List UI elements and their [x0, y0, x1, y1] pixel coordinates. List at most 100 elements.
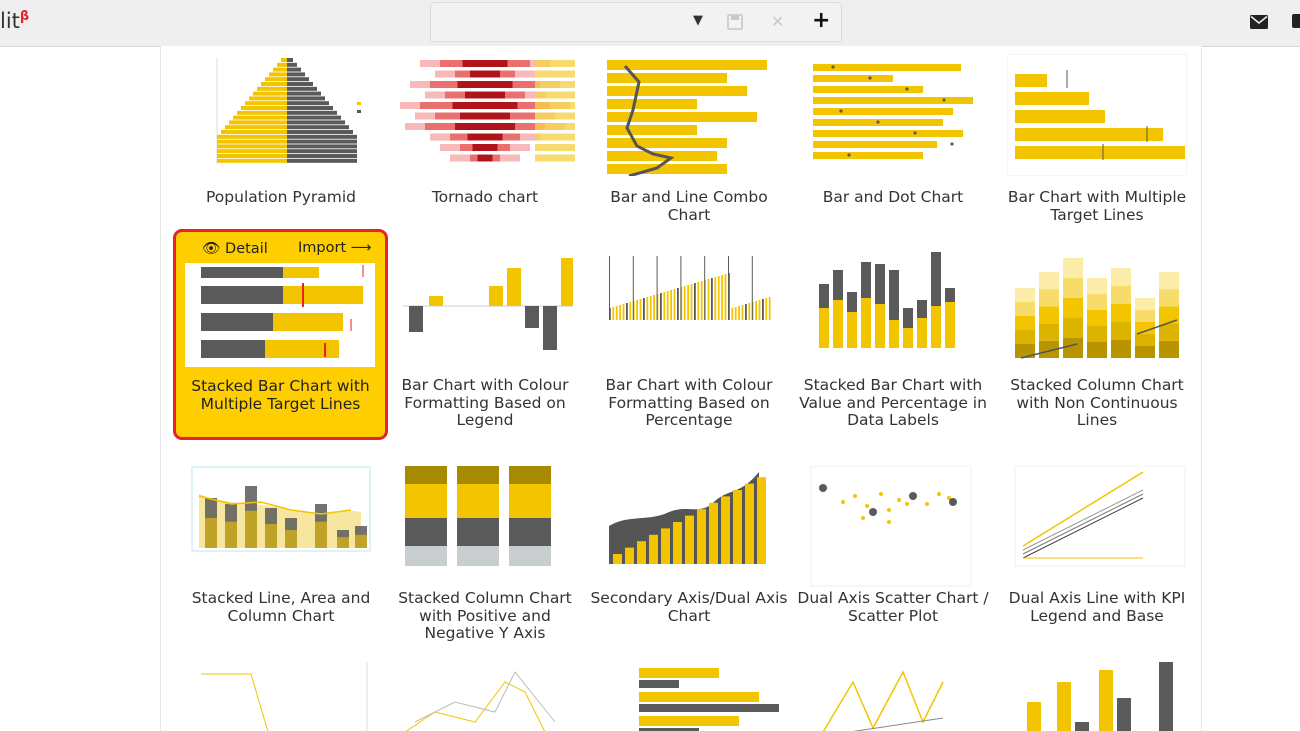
thumbnail-bar	[257, 86, 287, 91]
thumbnail-bar	[245, 510, 257, 548]
chart-name: Bar Chart with Multiple Target Lines	[1007, 188, 1187, 224]
thumbnail-bar	[1159, 306, 1179, 324]
top-toolbar: litβ ▼ ✕ +	[0, 0, 1300, 47]
thumbnail-bar	[734, 307, 737, 320]
chart-tile[interactable]: Stacked Line, Area and Column Chart	[179, 458, 383, 648]
thumbnail-bar	[717, 276, 720, 320]
thumbnail-bar	[819, 308, 829, 348]
close-icon[interactable]: ✕	[771, 12, 785, 31]
chart-name: Population Pyramid	[206, 188, 356, 206]
save-icon[interactable]	[727, 14, 743, 30]
template-select[interactable]: ▼ ✕ +	[430, 2, 842, 42]
thumbnail-bar	[287, 134, 357, 139]
dual-axis-scatter-thumbnail	[803, 466, 983, 588]
thumbnail-bar	[457, 466, 499, 484]
chart-tile[interactable]: Stacked Column Chart with Positive and N…	[383, 458, 587, 648]
chart-tile[interactable]: Bar Chart with Colour Formatting Based o…	[383, 240, 587, 440]
chart-tile[interactable]: Bar Chart with Colour Formatting Based o…	[587, 240, 791, 440]
thumbnail-bar	[470, 70, 500, 78]
thumbnail-bar	[535, 60, 575, 67]
thumbnail-bar	[287, 154, 357, 158]
thumbnail-bar	[535, 133, 575, 141]
chart-name: Bar Chart with Colour Formatting Based o…	[605, 376, 773, 429]
thumbnail-bar	[704, 256, 706, 320]
chart-tile[interactable]	[791, 654, 995, 731]
thumbnail-bar	[945, 288, 955, 302]
chart-tile[interactable]	[179, 654, 383, 731]
chart-tile[interactable]: Stacked Bar Chart with Value and Percent…	[791, 240, 995, 440]
thumbnail-bar	[813, 97, 973, 104]
thumbnail-dot	[839, 109, 843, 113]
thumbnail-bar	[646, 297, 649, 320]
chart-tile[interactable]	[383, 654, 587, 731]
user-icon[interactable]	[1292, 14, 1300, 28]
thumbnail-bar	[237, 110, 287, 115]
thumbnail-bar	[632, 256, 634, 320]
add-icon[interactable]: +	[812, 8, 831, 33]
thumbnail-bar	[707, 279, 710, 320]
thumbnail-bar	[1063, 298, 1083, 318]
thumbnail-dot	[887, 520, 891, 524]
thumbnail-bar	[287, 106, 333, 110]
thumbnail-bar	[405, 518, 447, 546]
thumbnail-bar	[233, 115, 287, 120]
import-link[interactable]: Import ⟶	[298, 240, 372, 256]
thumbnail-bar	[535, 81, 575, 88]
chart-tile[interactable]: Dual Axis Scatter Chart / Scatter Plot	[791, 458, 995, 648]
thumbnail-dot	[868, 76, 872, 80]
dropdown-caret-icon[interactable]: ▼	[693, 13, 703, 28]
secondary-axis-thumbnail	[599, 466, 779, 588]
chart-tile[interactable]: Population Pyramid	[179, 46, 383, 226]
chart-tile[interactable]: Tornado chart	[383, 46, 587, 226]
chart-tile[interactable]	[995, 654, 1199, 731]
thumbnail-bar	[509, 546, 551, 566]
thumbnail-bar	[1087, 294, 1107, 310]
thumbnail-bar	[535, 102, 575, 109]
thumbnail-dot	[841, 500, 845, 504]
thumbnail-bar	[660, 293, 662, 320]
thumbnail-bar	[287, 58, 293, 62]
chart-tile[interactable]: Bar and Line Combo Chart	[587, 46, 791, 226]
thumbnail-bar	[509, 518, 551, 546]
detail-link[interactable]: 👁 Detail	[202, 241, 268, 257]
thumbnail-bar	[1159, 289, 1179, 307]
thumbnail-bar	[813, 130, 963, 137]
thumbnail-bar	[253, 91, 287, 96]
thumbnail-bar	[229, 120, 287, 125]
thumbnail-bar	[677, 288, 679, 320]
thumbnail-dot	[947, 496, 951, 500]
thumbnail-bar	[1015, 316, 1035, 330]
thumbnail-bar	[1159, 272, 1179, 290]
chart-tile[interactable]: Stacked Column Chart with Non Continuous…	[995, 240, 1199, 440]
thumbnail-bar	[287, 72, 305, 77]
thumbnail-bar	[457, 518, 499, 546]
thumbnail-dot	[949, 498, 957, 506]
thumbnail-bar	[903, 328, 913, 348]
chart-tile[interactable]: Secondary Axis/Dual Axis Chart	[587, 458, 791, 648]
thumbnail-bar	[281, 58, 287, 62]
thumbnail-bar	[670, 290, 672, 320]
thumbnail-bar	[661, 528, 670, 564]
chart-tile[interactable]: Bar and Dot Chart	[791, 46, 995, 226]
chart-tile[interactable]	[587, 654, 791, 731]
chart-tile-selected[interactable]: 👁 Detail Import ⟶ Stacked Bar Chart with…	[173, 229, 388, 440]
thumbnail-bar	[287, 120, 345, 125]
mail-icon[interactable]	[1250, 15, 1268, 29]
thumbnail-bar	[467, 133, 503, 141]
thumbnail-bar	[287, 149, 357, 154]
thumbnail-bar	[221, 130, 287, 134]
thumbnail-bar	[535, 144, 575, 151]
thumbnail-bar	[694, 283, 696, 320]
bar-colour-percentage-thumbnail	[599, 248, 779, 370]
thumbnail-bar	[457, 81, 513, 88]
chart-tile[interactable]: Bar Chart with Multiple Target Lines	[995, 46, 1199, 226]
chart-tile[interactable]: Dual Axis Line with KPI Legend and Base	[995, 458, 1199, 648]
thumbnail-bar	[721, 496, 730, 564]
thumbnail-bar	[1159, 323, 1179, 341]
thumbnail-bar	[755, 301, 757, 320]
stacked-column-noncontinuous-thumbnail	[1007, 248, 1187, 370]
thumbnail-dot	[865, 504, 869, 508]
thumbnail-bar	[697, 509, 706, 564]
thumbnail-bar	[217, 158, 287, 163]
thumbnail-dot	[925, 502, 929, 506]
